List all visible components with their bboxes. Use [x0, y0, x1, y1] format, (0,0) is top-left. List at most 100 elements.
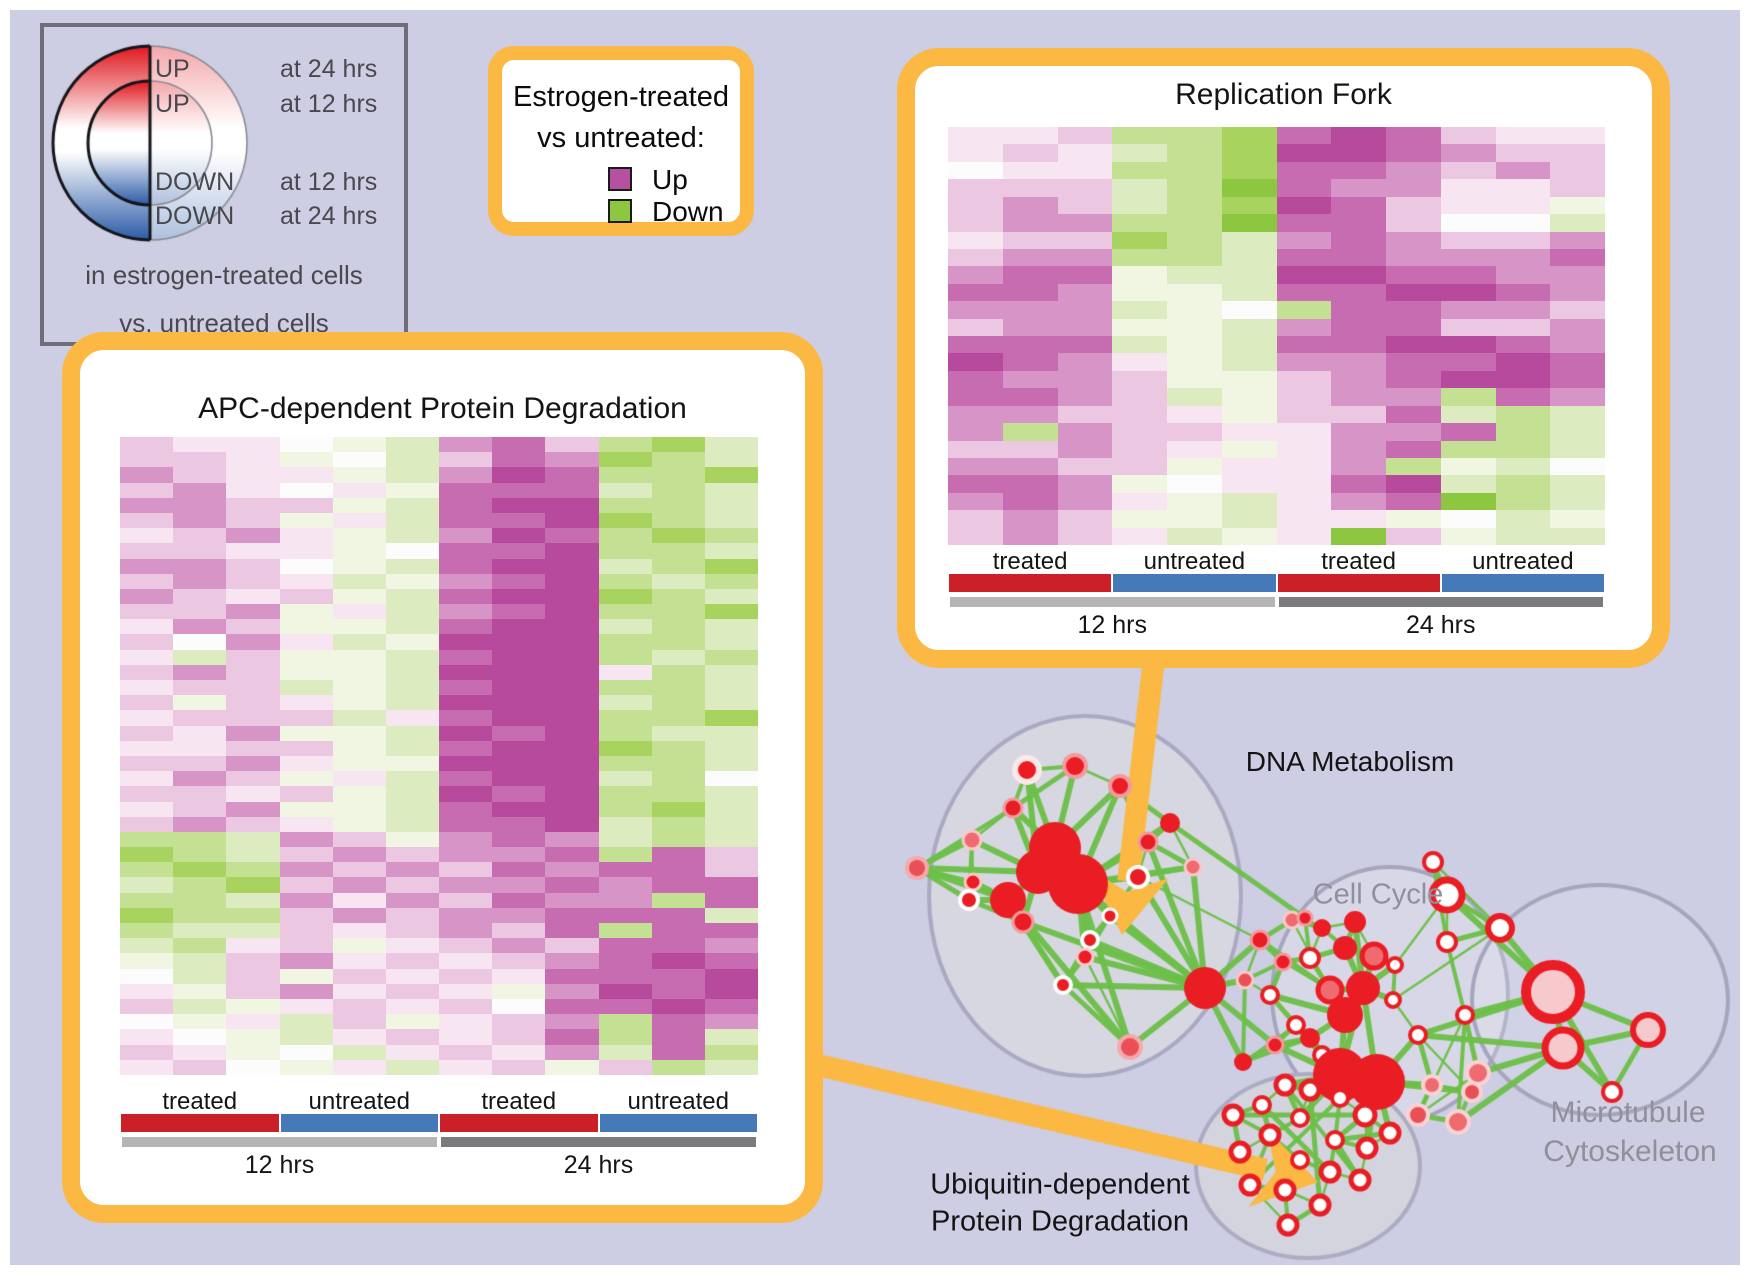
heatmap-cell [1167, 196, 1222, 215]
heatmap-cell [492, 604, 546, 620]
heatmap-cell [173, 649, 227, 665]
heatmap-cell [1440, 161, 1496, 180]
heatmap-cell [704, 786, 759, 802]
heatmap-cell [598, 740, 652, 756]
heatmap-cell [279, 786, 333, 802]
heatmap-row [120, 771, 759, 787]
heatmap-cell [173, 437, 227, 453]
heatmap-cell [439, 1029, 493, 1045]
heatmap-cell [492, 1014, 546, 1030]
heatmap-cell [1057, 388, 1113, 406]
heatmap-cell [439, 998, 493, 1015]
heatmap-cell [279, 649, 333, 665]
heatmap-cell [492, 862, 546, 878]
heatmap-cell [226, 664, 280, 680]
heatmap-cell [332, 831, 386, 848]
cluster-label-microtubule-line2: Cytoskeleton [1543, 1135, 1717, 1168]
heatmap-cell [439, 923, 493, 939]
heatmap-cell [948, 527, 1003, 546]
heatmap-cell [948, 388, 1003, 406]
heatmap-cell [120, 680, 174, 696]
heatmap-cell [545, 771, 599, 787]
heatmap-cell [279, 998, 333, 1015]
heatmap-cell [332, 710, 386, 726]
heatmap-cell [332, 649, 386, 665]
heatmap-cell [1495, 161, 1551, 180]
heatmap-row [120, 634, 759, 650]
time-bar [950, 597, 1275, 607]
heatmap-cell [704, 710, 759, 726]
heatmap-cell [279, 695, 333, 711]
heatmap-cell [439, 847, 493, 863]
heatmap-cell [1112, 318, 1167, 337]
heatmap-cell [651, 528, 705, 544]
heatmap-cell [279, 892, 333, 908]
heatmap-cell [439, 604, 493, 620]
heatmap-cell [545, 816, 599, 832]
heatmap-row [120, 437, 759, 453]
heatmap-cell [226, 892, 280, 908]
heatmap-cell [1331, 231, 1386, 249]
heatmap-cell [1167, 492, 1222, 511]
heatmap-cell [492, 558, 546, 574]
heatmap-cell [1331, 440, 1386, 459]
heatmap-cell [1276, 527, 1332, 546]
heatmap-cell [1167, 423, 1222, 441]
heatmap-row [120, 831, 759, 848]
heatmap-cell [704, 907, 759, 923]
heatmap-cell [1112, 370, 1167, 389]
heatmap-cell [120, 816, 174, 832]
heatmap-cell [439, 512, 493, 529]
heatmap-cell [1276, 231, 1332, 249]
apc-heatmap-panel: APC-dependent Protein Degradation treate… [62, 332, 823, 1223]
heatmap-cell [598, 452, 652, 468]
down-color-swatch [608, 199, 632, 223]
heatmap-cell [1495, 405, 1551, 424]
heatmap-cell [1276, 423, 1332, 441]
heatmap-cell [545, 1029, 599, 1045]
heatmap-cell [332, 1029, 386, 1045]
heatmap-row [948, 161, 1605, 180]
heatmap-cell [651, 938, 705, 954]
heatmap-cell [120, 983, 174, 999]
heatmap-cell [1221, 423, 1277, 441]
heatmap-cell [1550, 266, 1605, 284]
heatmap-cell [545, 467, 599, 483]
heatmap-cell [948, 179, 1003, 197]
heatmap-cell [439, 983, 493, 999]
heatmap-cell [1002, 318, 1058, 337]
heatmap-cell [332, 528, 386, 544]
heatmap-cell [1331, 388, 1386, 406]
heatmap-cell [598, 892, 652, 908]
heatmap-cell [1002, 231, 1058, 249]
heatmap-cell [439, 725, 493, 741]
heatmap-cell [704, 847, 759, 863]
heatmap-row [120, 695, 759, 711]
heatmap-cell [651, 923, 705, 939]
heatmap-cell [1440, 196, 1496, 215]
heatmap-cell [332, 725, 386, 741]
heatmap-row [948, 144, 1605, 162]
heatmap-cell [651, 710, 705, 726]
heatmap-cell [1002, 492, 1058, 511]
heatmap-cell [1495, 248, 1551, 267]
heatmap-cell [279, 740, 333, 756]
heatmap-cell [1002, 179, 1058, 197]
heatmap-cell [1057, 423, 1113, 441]
heatmap-cell [1440, 231, 1496, 249]
heatmap-cell [492, 482, 546, 498]
heatmap-cell [1550, 527, 1605, 546]
heatmap-cell [704, 452, 759, 468]
ring-legend-caption-line1: in estrogen-treated cells [85, 260, 363, 290]
heatmap-cell [385, 755, 440, 772]
heatmap-cell [332, 998, 386, 1015]
heatmap-cell [173, 1014, 227, 1030]
heatmap-cell [226, 604, 280, 620]
heatmap-row [120, 862, 759, 878]
heatmap-cell [598, 938, 652, 954]
heatmap-cell [948, 196, 1003, 215]
heatmap-cell [704, 953, 759, 969]
heatmap-cell [492, 467, 546, 483]
up-color-swatch [608, 167, 632, 191]
heatmap-cell [120, 831, 174, 848]
